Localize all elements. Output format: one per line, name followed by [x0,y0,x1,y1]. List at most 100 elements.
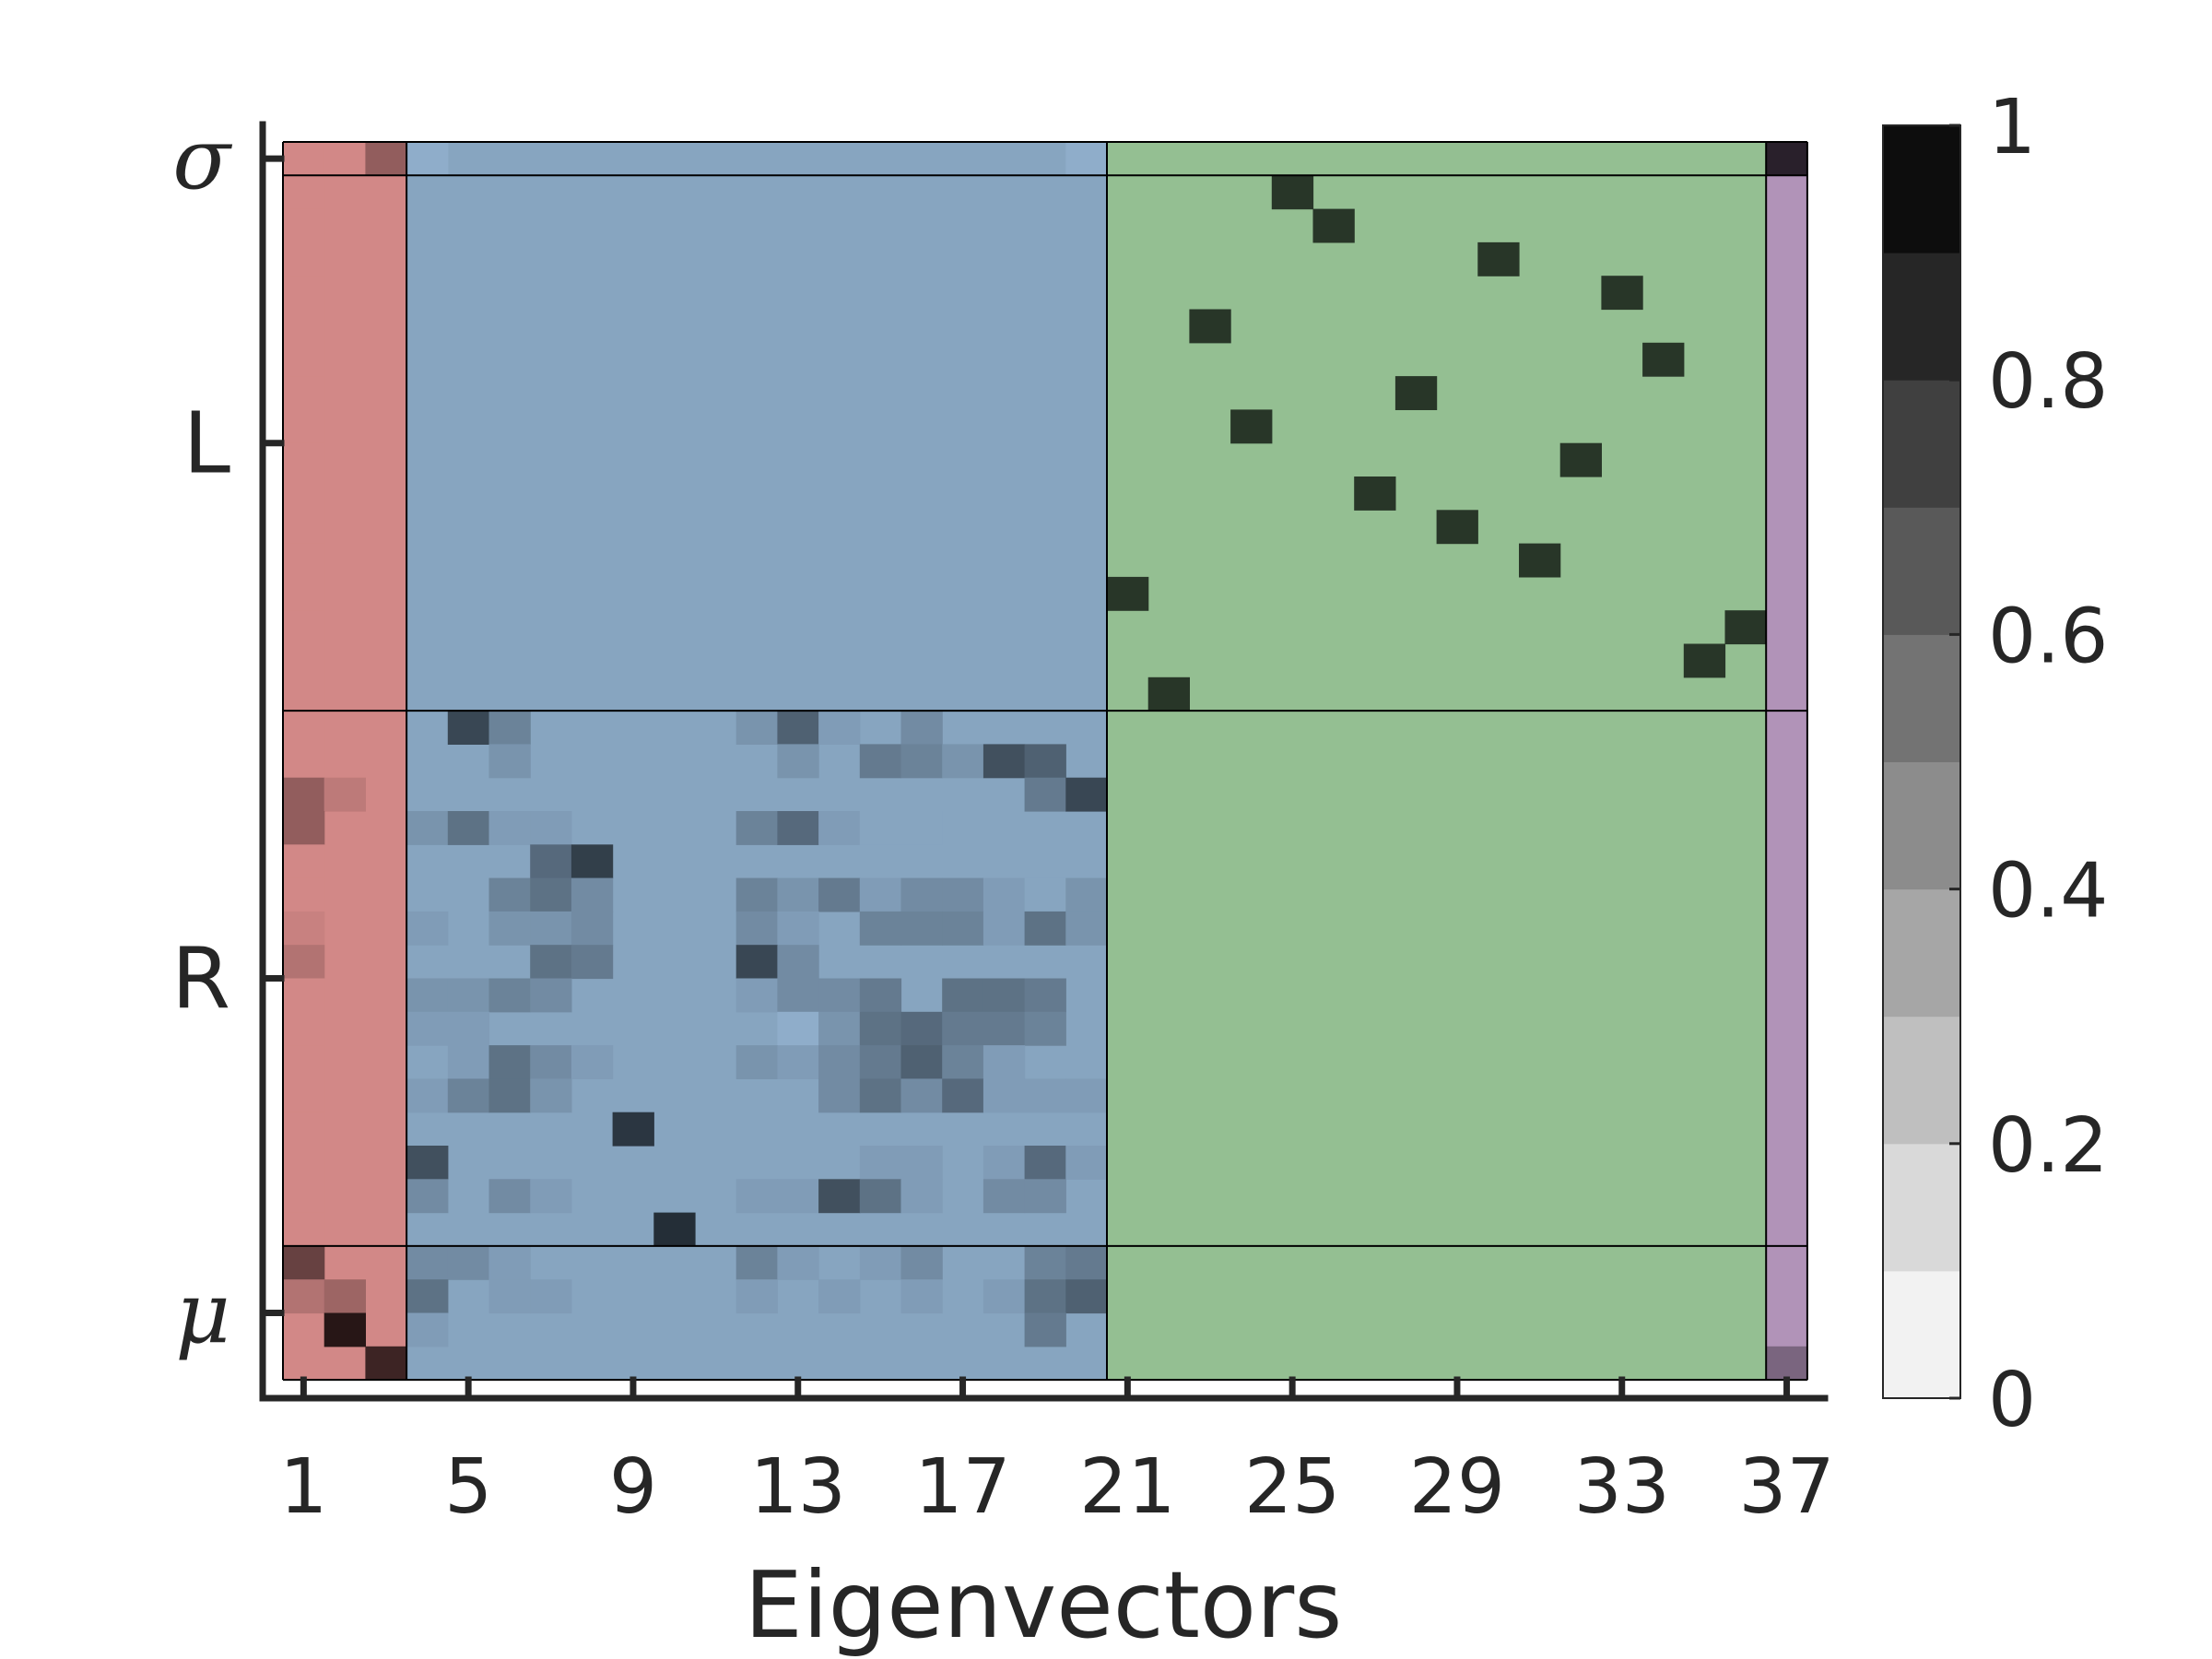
heatmap-cell [859,811,902,845]
heatmap-cell [488,1245,531,1280]
heatmap-cell [1189,309,1231,344]
heatmap-cell [283,1045,325,1079]
colorbar-segment [1883,380,1960,508]
heatmap-cell [818,877,861,912]
heatmap-cell [488,744,531,779]
heatmap-cell [735,945,778,980]
heatmap-cell [982,978,1026,1013]
heatmap-cell [1519,543,1561,578]
heatmap-cell [283,777,325,812]
heatmap-cell [530,1078,572,1113]
heatmap-cell [488,1045,531,1079]
heatmap-cell [900,1245,943,1280]
heatmap-cell [406,1312,449,1347]
heatmap-cell [1683,643,1726,678]
heatmap-cell [1601,276,1643,311]
group-dividers [282,141,1808,1382]
heatmap-cell [982,1011,1026,1046]
axes [259,121,1829,1402]
heatmap-cell [818,1045,861,1079]
heatmap-cell [777,877,819,912]
heatmap-cell [1312,208,1355,243]
heatmap-cell [777,945,819,980]
heatmap-cell [735,978,778,1013]
heatmap-cell [859,1011,902,1046]
heatmap-cell [1065,1146,1108,1180]
row-group-label: σ [172,110,232,208]
heatmap-cell [900,1146,943,1180]
colorbar-tick-label: 0.4 [1988,848,2108,935]
heatmap-cell [612,1112,654,1147]
heatmap-cell [365,1346,407,1381]
heatmap-cell [406,911,449,946]
heatmap-cell [283,1179,325,1214]
colorbar-frame [1882,124,1961,1399]
colorbar-segment [1883,1016,1960,1145]
colorbar-tick-label: 0.6 [1988,593,2108,680]
heatmap-cell [859,978,902,1013]
heatmap-cell [283,241,325,276]
heatmap-cell [818,978,861,1013]
heatmap-cell [859,1245,902,1280]
colorbar-segment [1883,888,1960,1018]
heatmap-cell [488,1279,531,1314]
heatmap-cell [735,811,778,845]
x-tick-label: 33 [1574,1443,1670,1531]
heatmap-cell [406,978,449,1013]
heatmap-cell [982,1078,1026,1113]
heatmap-cell [900,911,943,946]
heatmap-cell [406,1011,449,1046]
heatmap-cell [777,811,819,845]
row-group-labels: σ L Rμ [171,110,232,1362]
heatmap-cell [283,1078,325,1113]
x-tick-label: 13 [750,1443,846,1531]
heatmap-cell [1024,1179,1066,1214]
heatmap-cell [283,510,325,545]
heatmap-cell [406,1279,449,1314]
heatmap-cell [1477,241,1520,276]
heatmap-cell [283,677,325,712]
heatmap-cell [735,1179,778,1214]
x-tick-label: 37 [1738,1443,1834,1531]
heatmap-cell [283,442,325,477]
heatmap-cell [530,1045,572,1079]
heatmap-cell [283,543,325,578]
colorbar-segment [1883,1143,1960,1272]
heatmap-cell [735,711,778,745]
heatmap-cell [283,576,325,611]
heatmap-cell [1724,610,1767,645]
heatmap-cell [818,1279,861,1314]
heatmap-cell [1230,409,1273,444]
heatmap-cell [942,744,984,779]
heatmap-cell [777,744,819,779]
x-tick-label: 17 [914,1443,1010,1531]
heatmap-cell [324,1312,366,1347]
colorbar-tick-label: 0.2 [1988,1102,2108,1190]
heatmap-cell [1147,677,1190,712]
heatmap-cell [1024,1146,1066,1180]
heatmap-cell [818,1011,861,1046]
heatmap-cell [1024,978,1066,1013]
heatmap-cell [447,1078,490,1113]
heatmap-cell [530,911,572,946]
heatmap-cell [777,911,819,946]
row-group-label: μ [175,1265,230,1363]
heatmap-cell [777,1045,819,1079]
heatmap-cell [1065,777,1108,812]
heatmap-cell [571,945,614,980]
heatmap-cell [735,1279,778,1314]
heatmap-cell [1065,877,1108,912]
heatmap-cell [818,1078,861,1113]
heatmap-cell [777,711,819,745]
heatmap-cell [488,978,531,1013]
heatmap-cell [818,1179,861,1214]
heatmap-cell [283,477,325,511]
x-tick-label: 25 [1244,1443,1340,1531]
heatmap-cell [982,744,1026,779]
heatmap-cell [818,811,861,845]
heatmap-cell [406,1078,449,1113]
heatmap-cell [1065,142,1108,176]
heatmap-cell [777,1011,819,1046]
heatmap-cell [1024,1011,1066,1046]
heatmap-cell [859,1146,902,1180]
